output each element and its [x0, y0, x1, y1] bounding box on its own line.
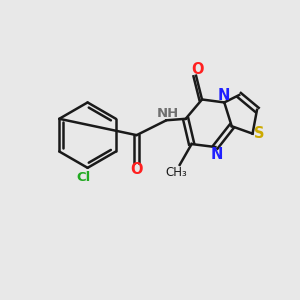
Text: S: S	[254, 126, 264, 141]
Text: Cl: Cl	[76, 171, 90, 184]
Text: CH₃: CH₃	[166, 166, 188, 179]
Text: N: N	[218, 88, 230, 103]
Text: O: O	[130, 162, 143, 177]
Text: NH: NH	[157, 107, 179, 120]
Text: N: N	[211, 147, 223, 162]
Text: O: O	[191, 62, 204, 77]
